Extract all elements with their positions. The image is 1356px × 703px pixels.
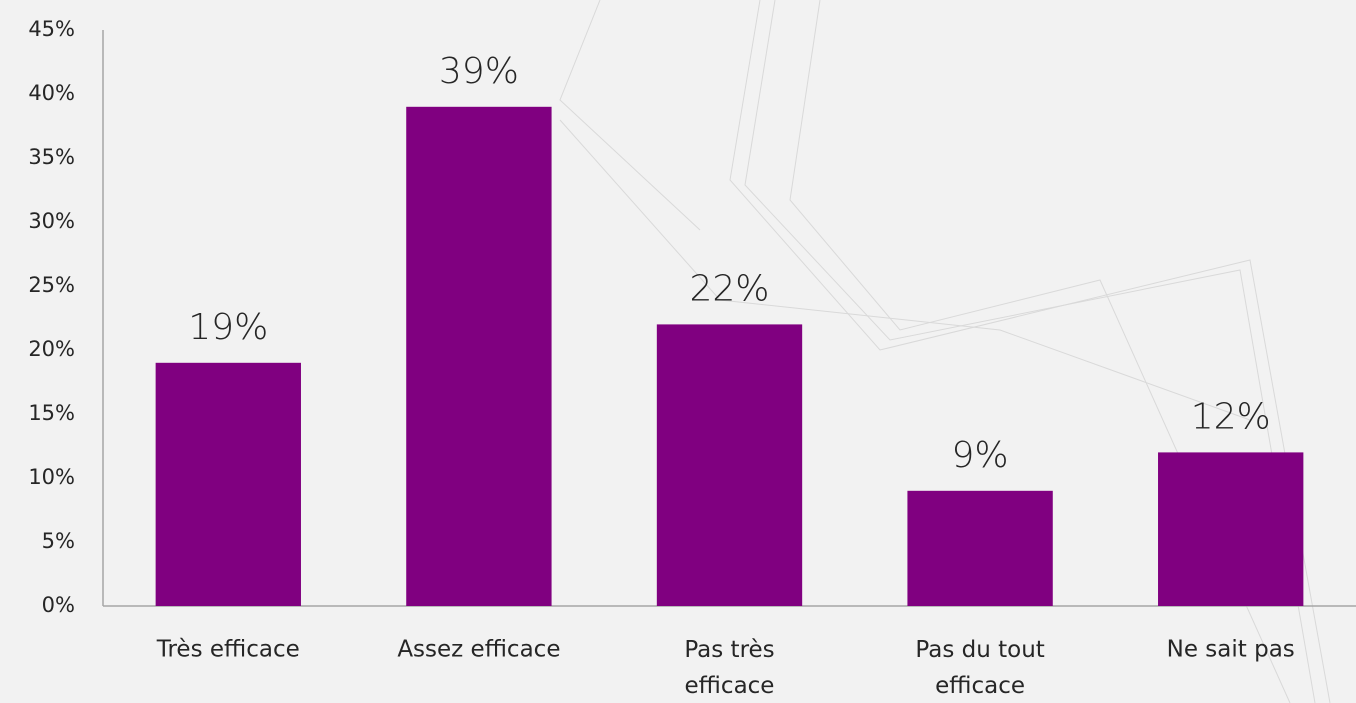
y-tick-label: 40% — [28, 81, 75, 105]
y-tick-label: 0% — [42, 593, 75, 617]
x-tick-label: Assez efficace — [397, 637, 560, 663]
y-tick-label: 20% — [28, 337, 75, 361]
value-label: 22% — [689, 268, 769, 309]
bar — [406, 106, 552, 607]
y-tick-label: 30% — [28, 209, 75, 233]
x-tick-label: Pas du tout efficace — [915, 637, 1044, 699]
value-label: 9% — [952, 435, 1009, 476]
y-tick-label: 45% — [28, 17, 75, 41]
bar — [1158, 452, 1304, 606]
y-tick-label: 5% — [42, 529, 75, 553]
bar — [656, 324, 803, 606]
y-tick-label: 35% — [28, 145, 75, 169]
bar — [155, 362, 301, 606]
bar — [907, 490, 1053, 606]
y-tick-label: 10% — [28, 465, 75, 489]
background-decoration — [559, 0, 1331, 703]
x-tick-label: Pas très efficace — [684, 637, 774, 699]
y-tick-label: 25% — [28, 273, 75, 297]
value-label: 19% — [188, 307, 268, 348]
value-label: 39% — [439, 51, 519, 92]
value-label: 12% — [1191, 396, 1271, 437]
x-tick-label: Ne sait pas — [1167, 637, 1295, 663]
y-tick-label: 15% — [28, 401, 75, 425]
x-tick-label: Très efficace — [156, 637, 300, 663]
